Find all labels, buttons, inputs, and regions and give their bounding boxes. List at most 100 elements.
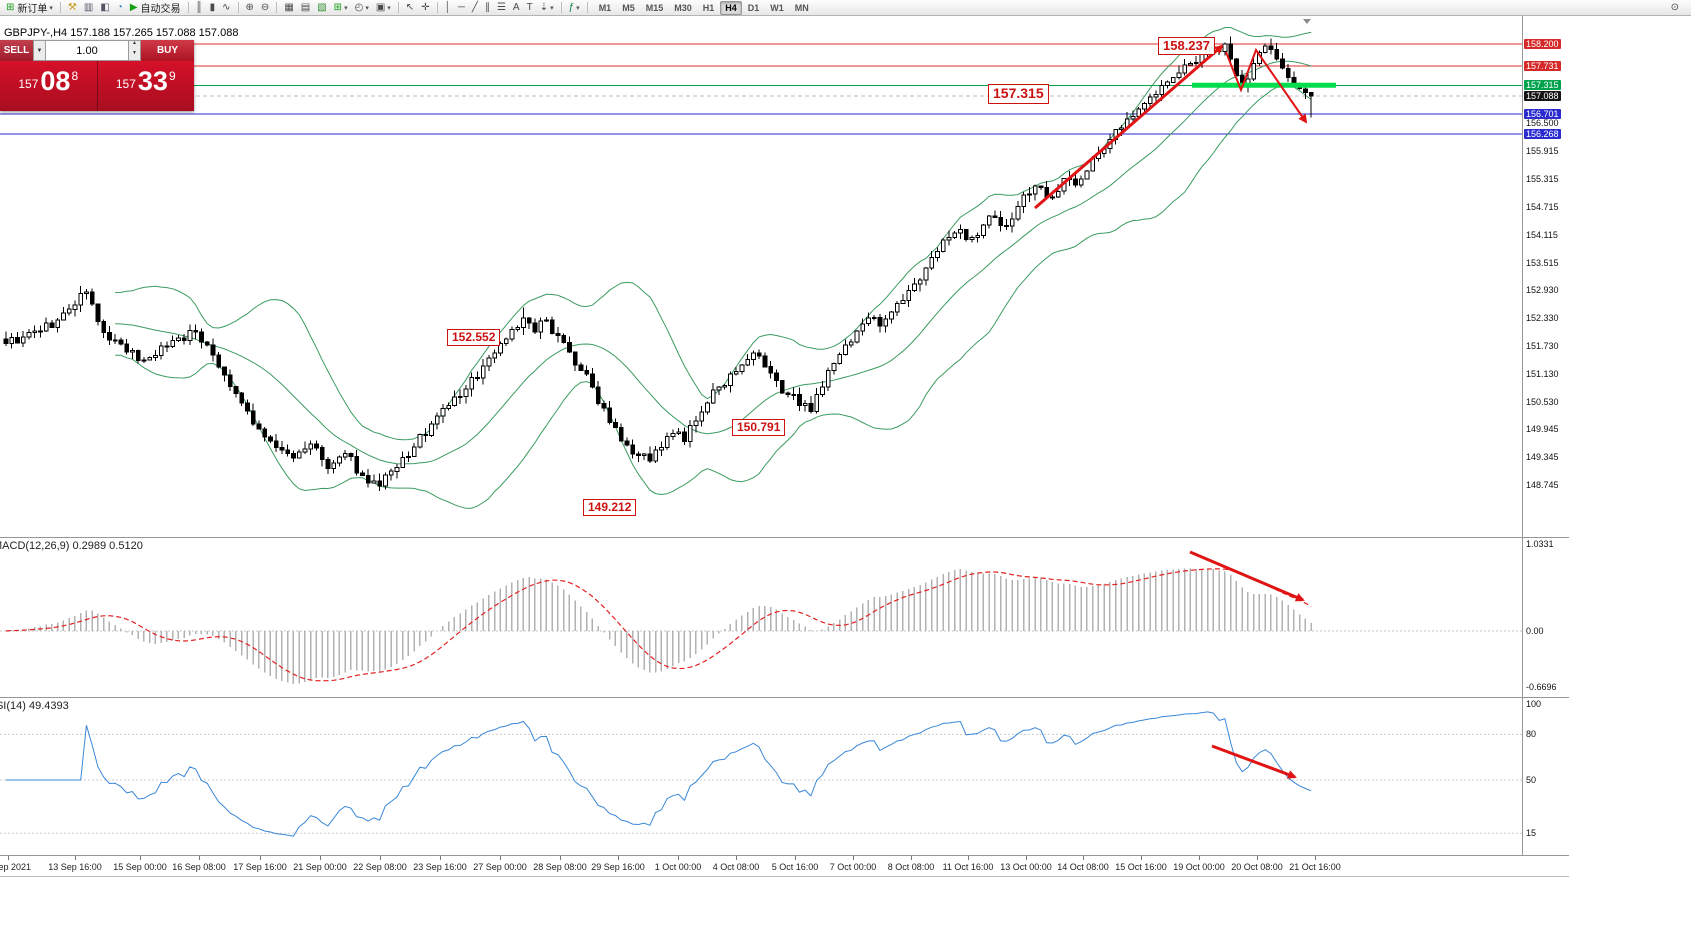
macd-panel: MACD(12,26,9) 0.2989 0.5120 1.0331 0.00 -0…: [0, 537, 1569, 697]
price-callout[interactable]: 150.791: [732, 419, 786, 436]
fibonacci-button[interactable]: ☰: [494, 1, 509, 15]
time-axis-tick: [968, 856, 969, 860]
new-order-icon: ⊞: [6, 1, 15, 13]
lot-dropdown[interactable]: ▼: [33, 40, 46, 61]
price-callout[interactable]: 158.237: [1158, 37, 1215, 56]
autotrading-button[interactable]: ▶ 自动交易: [127, 1, 184, 16]
price-callout[interactable]: 152.552: [447, 329, 501, 346]
toolbar-separator: [560, 2, 562, 13]
add-chart-icon: ⊞: [333, 1, 343, 13]
strategy-tester-button[interactable]: ◔: [114, 1, 126, 15]
price-axis-label: 157.315: [1524, 80, 1561, 91]
rsi-axis-label: 100: [1526, 699, 1542, 709]
crosshair-icon: ✛: [421, 1, 430, 13]
buy-price[interactable]: 157 33 9: [98, 61, 195, 111]
timeframe-m1[interactable]: M1: [598, 2, 612, 13]
time-axis-label: 28 Sep 08:00: [533, 862, 587, 872]
timeframe-m30[interactable]: M30: [674, 2, 692, 13]
rsi-axis[interactable]: 100 80 50 15: [1522, 698, 1569, 855]
new-chart-button[interactable]: ▥: [81, 1, 96, 15]
time-axis-label: 7 Oct 00:00: [829, 862, 877, 872]
horizontal-line-icon: ─: [457, 1, 465, 13]
time-axis-tick: [736, 856, 737, 860]
fibonacci-icon: ☰: [496, 1, 506, 13]
time-axis-tick: [795, 856, 796, 860]
macd-axis[interactable]: 1.0331 0.00 -0.6696: [1522, 538, 1569, 697]
vertical-line-icon: │: [444, 1, 451, 13]
line-chart-button[interactable]: ∿: [219, 1, 233, 15]
macd-axis-label: -0.6696: [1526, 682, 1557, 693]
indicators-button[interactable]: ƒ ▾: [566, 1, 583, 15]
macd-plot[interactable]: [0, 538, 1522, 697]
timeframe-w1[interactable]: W1: [770, 2, 784, 13]
timeframe-h4[interactable]: H4: [720, 0, 742, 15]
price-axis-label: 157.088: [1524, 90, 1561, 101]
sell-price-big: 08: [40, 66, 71, 96]
timeframe-m15[interactable]: M15: [645, 2, 664, 13]
lot-spinner[interactable]: ▲ ▼: [128, 40, 141, 61]
timeframe-mn[interactable]: MN: [794, 2, 809, 13]
buy-button[interactable]: BUY: [141, 40, 194, 61]
macd-trend-arrow[interactable]: [1189, 550, 1305, 602]
time-axis[interactable]: 9 Sep 2021 13 Sep 16:00 15 Sep 00:00 16 Sep…: [0, 855, 1569, 877]
time-axis-tick: [1083, 856, 1084, 860]
timeframe-h1[interactable]: H1: [702, 2, 715, 13]
horizontal-lines-layer[interactable]: [0, 43, 1522, 135]
zoom-in-button[interactable]: ⊕: [243, 1, 257, 15]
toolbar-separator: [397, 2, 399, 13]
time-axis-tick: [500, 856, 501, 860]
cursor-icon: ↖: [405, 1, 415, 13]
rsi-trend-arrow[interactable]: [1211, 744, 1297, 779]
tile-windows-icon: ▦: [284, 1, 294, 13]
sell-price[interactable]: 157 08 8: [0, 61, 97, 111]
vertical-line-button[interactable]: │: [442, 1, 454, 15]
metaeditor-icon: ⚒: [67, 1, 77, 13]
price-axis-label: 158.200: [1524, 39, 1561, 49]
time-axis-label: 8 Oct 08:00: [887, 862, 935, 872]
trend-arrow[interactable]: [1225, 47, 1308, 124]
text-label-button[interactable]: T: [524, 1, 536, 15]
candlestick-chart-button[interactable]: ▮: [207, 1, 219, 15]
zoom-out-button[interactable]: ⊖: [258, 1, 272, 15]
rsi-line: [5, 711, 1312, 837]
arrows-tool-button[interactable]: ⇣ ▾: [537, 1, 557, 15]
chart-shift-marker[interactable]: [1303, 19, 1311, 24]
timeframe-d1[interactable]: D1: [747, 2, 760, 13]
crosshair-button[interactable]: ✛: [418, 1, 432, 15]
periods-button[interactable]: ◴ ▾: [352, 1, 372, 15]
price-axis-label: 151.730: [1526, 340, 1559, 351]
new-order-button-label: 新订单: [17, 4, 48, 15]
tile-windows-button[interactable]: ▦: [281, 1, 296, 15]
trendline-button[interactable]: ╱: [469, 1, 481, 15]
price-callout[interactable]: 157.315: [988, 84, 1049, 104]
arrange-charts-button[interactable]: ▧: [314, 1, 329, 15]
profiles-button[interactable]: ◧: [97, 1, 112, 15]
chart-scroll-button[interactable]: ⊙: [1668, 1, 1682, 15]
timeframe-m5[interactable]: M5: [622, 2, 635, 13]
chart-plot[interactable]: [0, 16, 1522, 537]
horizontal-line-button[interactable]: ─: [455, 1, 468, 15]
metaeditor-button[interactable]: ⚒: [65, 1, 80, 15]
time-axis-label: 13 Oct 00:00: [1000, 862, 1052, 872]
cursor-button[interactable]: ↖: [403, 1, 417, 15]
time-axis-tick: [618, 856, 619, 860]
bar-chart-button[interactable]: ║: [193, 1, 206, 15]
sell-button[interactable]: SELL: [0, 40, 33, 61]
one-click-trading-panel: SELL ▼ 1.00 ▲ ▼ BUY 157 08 8 157 33: [0, 40, 194, 111]
price-callout[interactable]: 149.212: [583, 499, 637, 516]
price-axis[interactable]: 158.200 157.731 157.315 157.088 156.701 156.5…: [1522, 16, 1569, 537]
templates-button[interactable]: ▣ ▾: [373, 1, 394, 15]
add-chart-button[interactable]: ⊞ ▾: [331, 1, 351, 15]
equidistant-channel-button[interactable]: ∥: [482, 1, 493, 15]
time-axis-tick: [1026, 856, 1027, 860]
lot-size-input[interactable]: 1.00: [46, 40, 128, 61]
text-button[interactable]: A: [510, 1, 523, 15]
time-axis-label: 23 Sep 16:00: [413, 862, 467, 872]
price-axis-label: 155.315: [1526, 173, 1559, 184]
cascade-windows-button[interactable]: ▤: [298, 1, 313, 15]
trend-arrow[interactable]: [1034, 44, 1224, 210]
autotrading-icon: ▶: [129, 1, 138, 13]
rsi-plot[interactable]: [0, 698, 1522, 855]
time-axis-tick: [260, 856, 261, 860]
new-order-button[interactable]: ⊞ 新订单 ▾: [3, 1, 56, 16]
